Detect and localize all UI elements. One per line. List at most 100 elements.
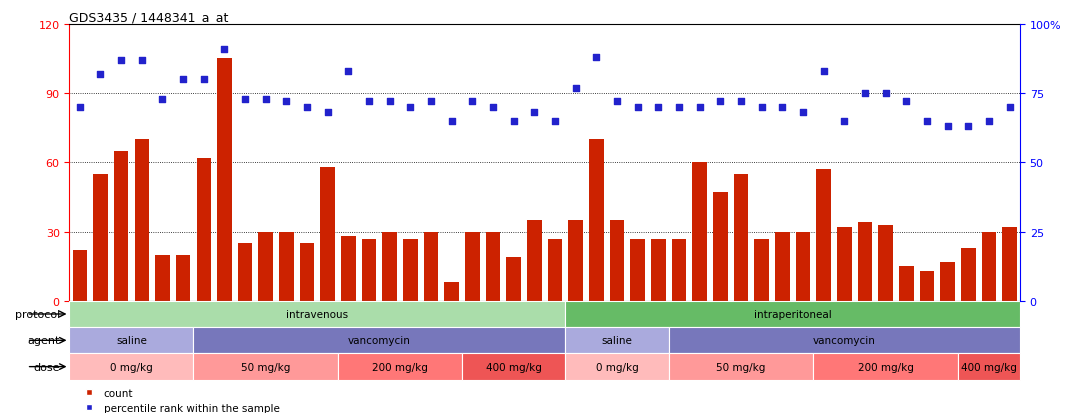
Bar — [69, 328, 193, 354]
Point — [649, 104, 666, 111]
Bar — [341, 237, 356, 301]
Text: intraperitoneal: intraperitoneal — [754, 309, 832, 319]
Bar — [565, 328, 669, 354]
Bar — [816, 170, 831, 301]
Bar — [837, 228, 851, 301]
Point — [216, 46, 233, 53]
Bar — [528, 221, 541, 301]
Bar — [981, 232, 996, 301]
Bar — [93, 174, 108, 301]
Bar — [279, 232, 294, 301]
Point — [505, 118, 522, 125]
Text: dose: dose — [33, 362, 60, 372]
Bar — [320, 168, 335, 301]
Point — [72, 104, 89, 111]
Point — [567, 85, 584, 92]
Bar — [565, 301, 1020, 328]
Point — [154, 96, 171, 103]
Bar — [858, 223, 873, 301]
Text: saline: saline — [601, 335, 632, 345]
Bar — [669, 328, 1020, 354]
Bar — [568, 221, 583, 301]
Point — [340, 69, 357, 75]
Text: 0 mg/kg: 0 mg/kg — [110, 362, 153, 372]
Bar — [1003, 228, 1017, 301]
Text: 400 mg/kg: 400 mg/kg — [486, 362, 541, 372]
Bar — [403, 239, 418, 301]
Text: 50 mg/kg: 50 mg/kg — [241, 362, 290, 372]
Bar — [466, 232, 480, 301]
Point — [753, 104, 770, 111]
Bar — [444, 282, 459, 301]
Bar — [217, 59, 232, 301]
Point — [609, 99, 626, 105]
Bar — [878, 225, 893, 301]
Point — [361, 99, 378, 105]
Point — [298, 104, 316, 111]
Point — [711, 99, 728, 105]
Bar — [339, 354, 462, 380]
Point — [525, 110, 543, 116]
Point — [898, 99, 915, 105]
Bar — [258, 232, 273, 301]
Point — [587, 55, 604, 61]
Point — [980, 118, 998, 125]
Point — [195, 77, 213, 83]
Point — [795, 110, 812, 116]
Bar — [176, 255, 190, 301]
Bar — [548, 239, 562, 301]
Bar — [630, 239, 645, 301]
Bar — [506, 257, 521, 301]
Bar — [193, 354, 339, 380]
Text: 200 mg/kg: 200 mg/kg — [372, 362, 428, 372]
Bar — [193, 328, 565, 354]
Bar — [941, 262, 955, 301]
Bar — [238, 244, 252, 301]
Bar — [114, 152, 128, 301]
Bar — [651, 239, 665, 301]
Bar — [796, 232, 811, 301]
Point — [423, 99, 440, 105]
Bar — [565, 354, 669, 380]
Bar — [961, 248, 975, 301]
Point — [319, 110, 336, 116]
Bar — [486, 232, 500, 301]
Bar — [590, 140, 603, 301]
Point — [733, 99, 750, 105]
Bar — [69, 301, 565, 328]
Bar — [382, 232, 397, 301]
Point — [464, 99, 481, 105]
Text: 0 mg/kg: 0 mg/kg — [596, 362, 639, 372]
Point — [1001, 104, 1018, 111]
Point — [815, 69, 832, 75]
Text: 400 mg/kg: 400 mg/kg — [961, 362, 1017, 372]
Bar — [754, 239, 769, 301]
Bar — [920, 271, 934, 301]
Point — [918, 118, 936, 125]
Bar — [672, 239, 687, 301]
Bar — [69, 354, 193, 380]
Point — [236, 96, 253, 103]
Text: intravenous: intravenous — [286, 309, 348, 319]
Text: GDS3435 / 1448341_a_at: GDS3435 / 1448341_a_at — [69, 11, 229, 24]
Bar — [899, 266, 913, 301]
Bar — [958, 354, 1020, 380]
Bar — [462, 354, 565, 380]
Text: agent: agent — [28, 335, 60, 345]
Bar — [424, 232, 438, 301]
Point — [443, 118, 460, 125]
Bar — [73, 250, 87, 301]
Text: 50 mg/kg: 50 mg/kg — [717, 362, 766, 372]
Point — [671, 104, 688, 111]
Point — [547, 118, 564, 125]
Point — [877, 90, 894, 97]
Text: protocol: protocol — [15, 309, 60, 319]
Bar — [362, 239, 376, 301]
Point — [836, 118, 853, 125]
Text: vancomycin: vancomycin — [348, 335, 411, 345]
Point — [773, 104, 790, 111]
Bar — [814, 354, 958, 380]
Text: saline: saline — [116, 335, 146, 345]
Point — [691, 104, 708, 111]
Bar — [734, 174, 749, 301]
